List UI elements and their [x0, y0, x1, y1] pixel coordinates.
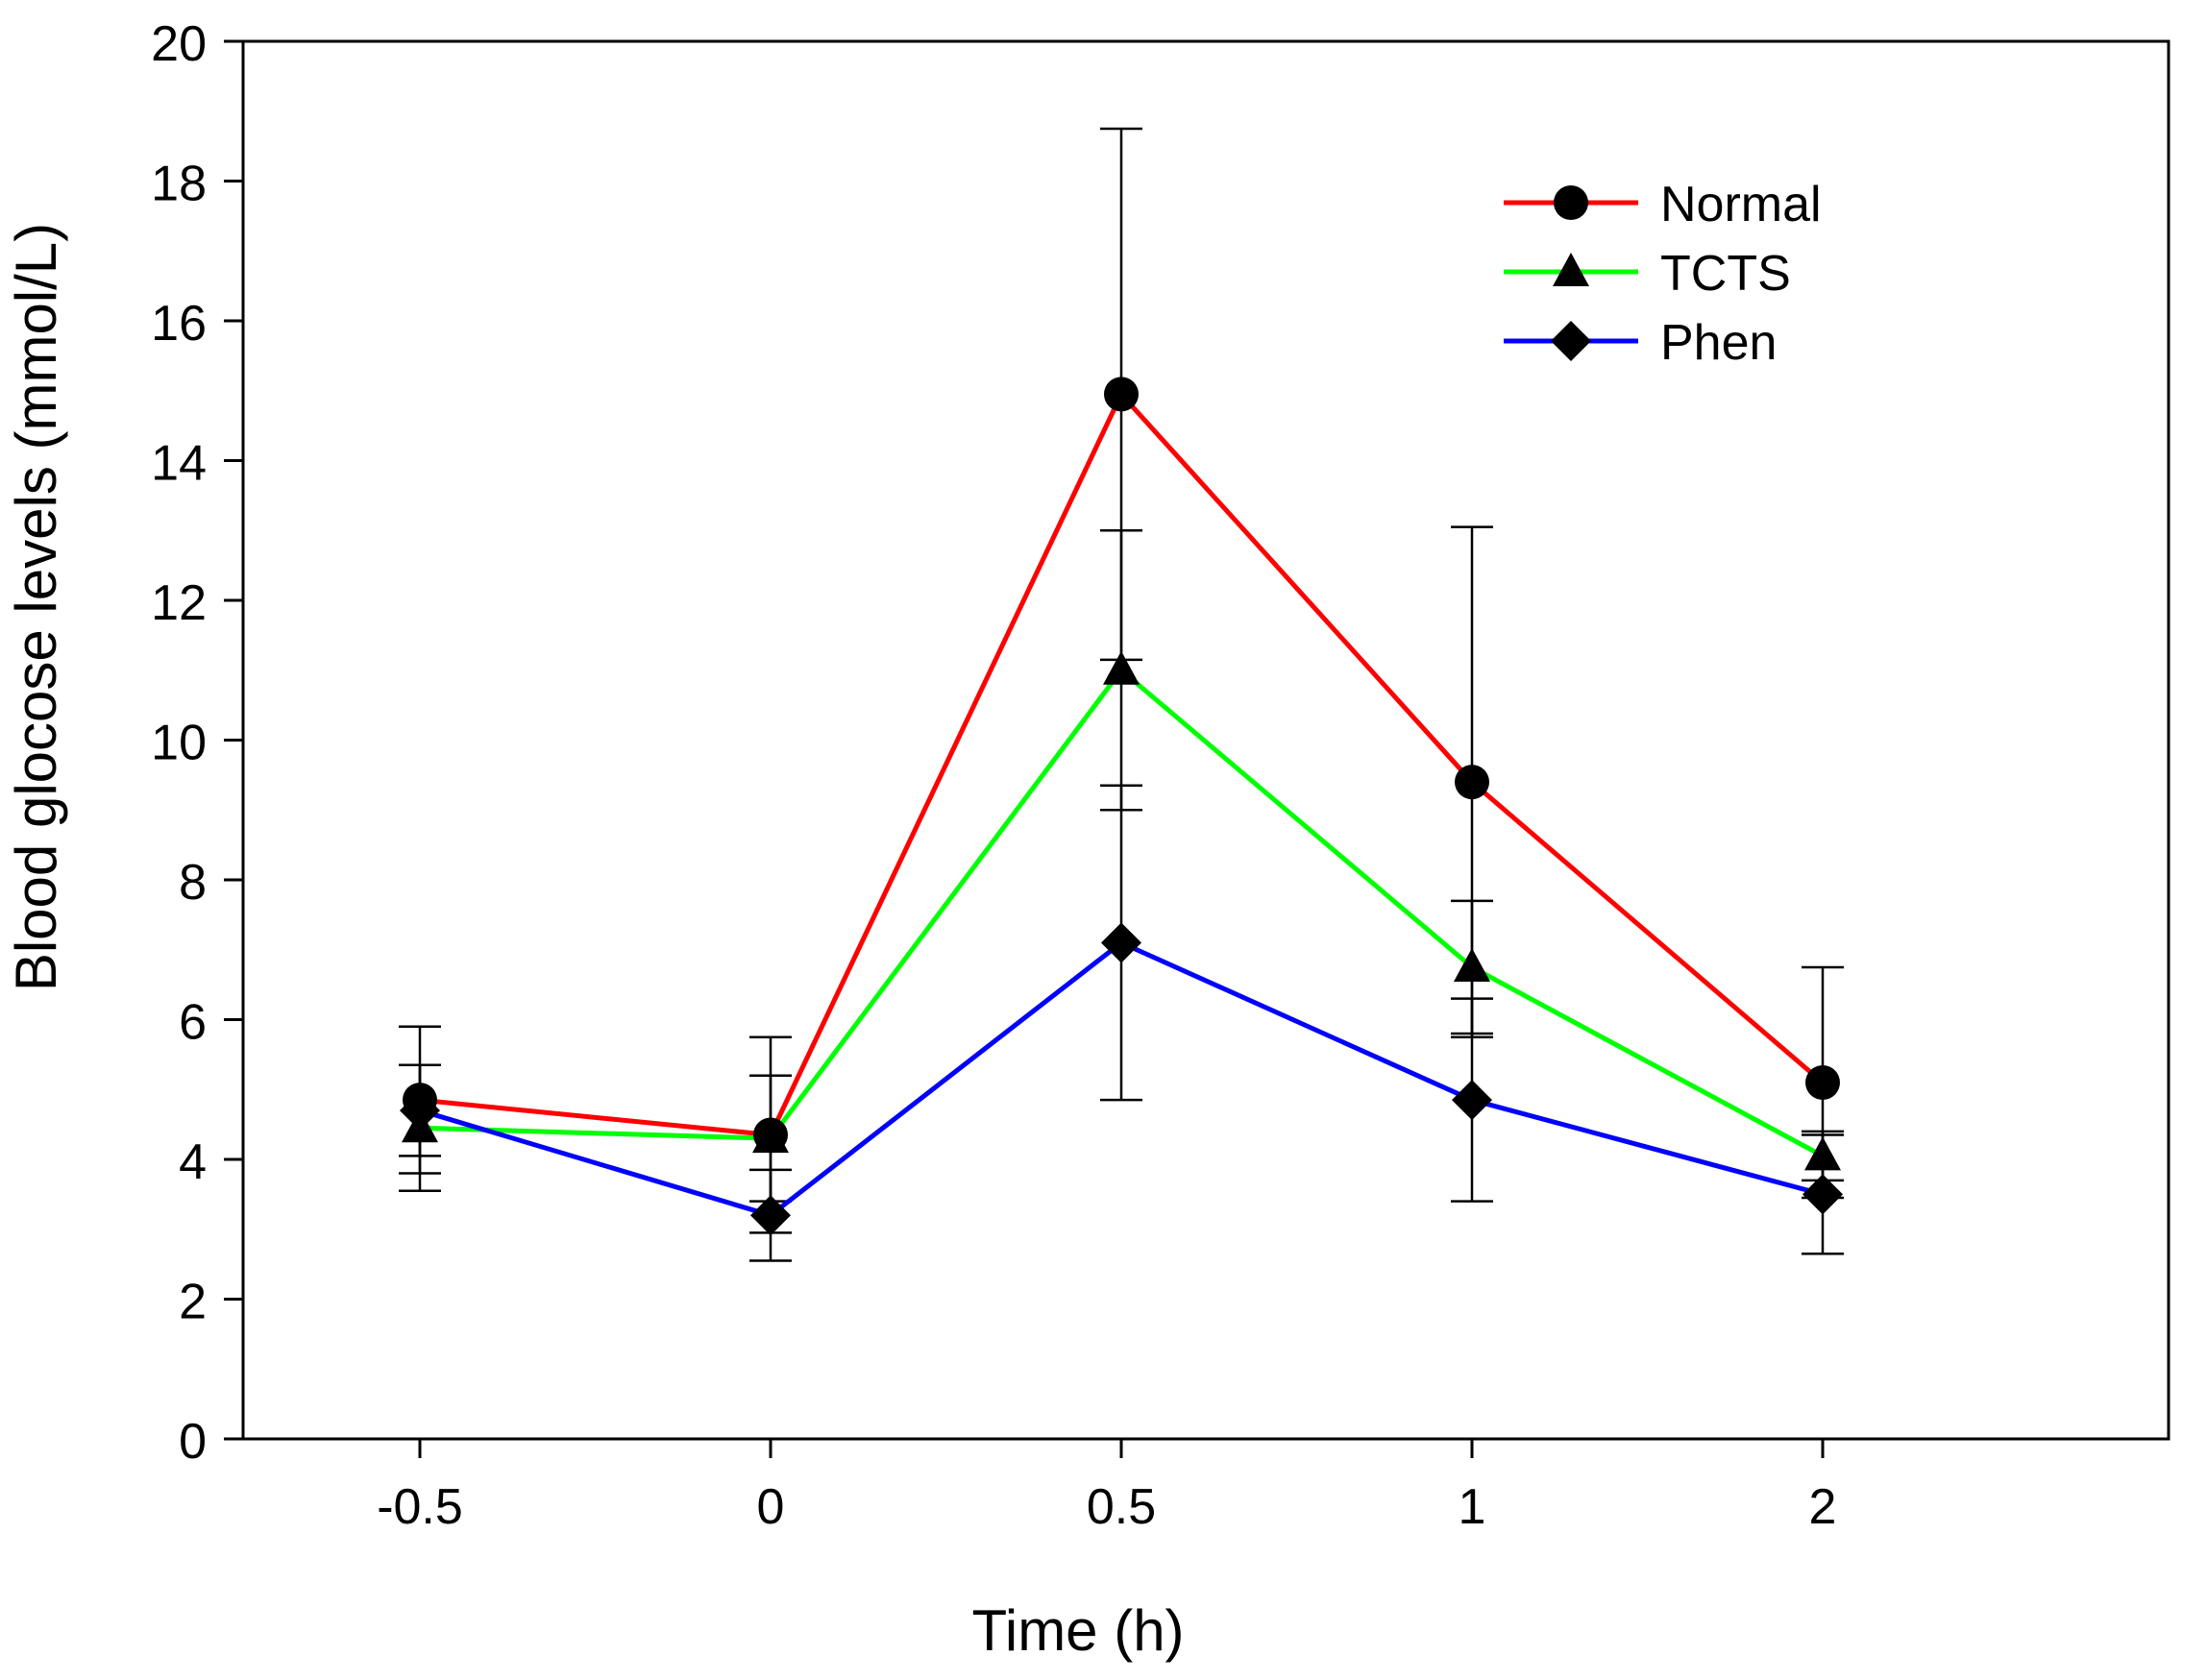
legend-marker: [1553, 253, 1589, 286]
data-point: [1452, 1080, 1492, 1121]
y-tick-label: 6: [179, 995, 207, 1051]
x-tick-label: 0: [757, 1479, 785, 1535]
data-point: [1101, 922, 1141, 963]
y-tick-label: 0: [179, 1414, 207, 1470]
series-layer: [399, 127, 1844, 1262]
data-point: [1804, 1136, 1841, 1171]
data-point: [752, 1119, 789, 1154]
data-point: [1455, 765, 1489, 800]
legend-label: Normal: [1660, 177, 1822, 232]
y-tick-label: 10: [151, 716, 207, 771]
y-tick-label: 20: [151, 16, 207, 72]
y-axis-label: Blood glocose levels (mmol/L): [4, 223, 68, 991]
data-point: [1802, 1174, 1843, 1215]
y-tick-label: 18: [151, 157, 207, 212]
x-axis-label: Time (h): [971, 1598, 1184, 1663]
y-tick-label: 8: [179, 855, 207, 911]
error-bars-phen: [399, 784, 1844, 1262]
x-tick-label: -0.5: [377, 1479, 463, 1535]
data-point: [1454, 947, 1490, 982]
x-tick-label: 0.5: [1087, 1479, 1156, 1535]
x-tick-label: 1: [1459, 1479, 1486, 1535]
legend-entry-phen: Phen: [1504, 315, 1777, 371]
y-tick-label: 14: [151, 436, 207, 492]
legend-label: Phen: [1660, 315, 1777, 371]
legend: Normal TCTS Phen: [1504, 177, 1822, 371]
legend-entry-normal: Normal: [1504, 177, 1822, 232]
data-point: [750, 1195, 791, 1236]
data-point: [1805, 1064, 1840, 1100]
data-point: [1104, 377, 1139, 412]
legend-label: TCTS: [1660, 246, 1791, 302]
y-tick-label: 2: [179, 1275, 207, 1330]
legend-marker: [1554, 185, 1588, 220]
y-tick-label: 16: [151, 296, 207, 352]
x-tick-label: 2: [1809, 1479, 1837, 1535]
data-point: [1103, 650, 1140, 685]
y-tick-label: 12: [151, 575, 207, 631]
y-tick-label: 4: [179, 1134, 207, 1190]
legend-entry-tcts: TCTS: [1504, 246, 1791, 302]
series-points-phen: [400, 922, 1843, 1236]
legend-marker: [1551, 321, 1591, 361]
data-point: [400, 1090, 440, 1132]
